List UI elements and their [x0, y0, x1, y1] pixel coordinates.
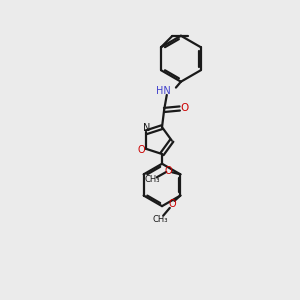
Text: O: O [168, 200, 176, 209]
Text: O: O [138, 145, 146, 155]
Text: N: N [142, 123, 150, 133]
Text: O: O [181, 103, 189, 113]
Text: CH₃: CH₃ [152, 215, 167, 224]
Text: CH₃: CH₃ [144, 175, 160, 184]
Text: HN: HN [156, 86, 171, 96]
Text: O: O [165, 166, 172, 176]
